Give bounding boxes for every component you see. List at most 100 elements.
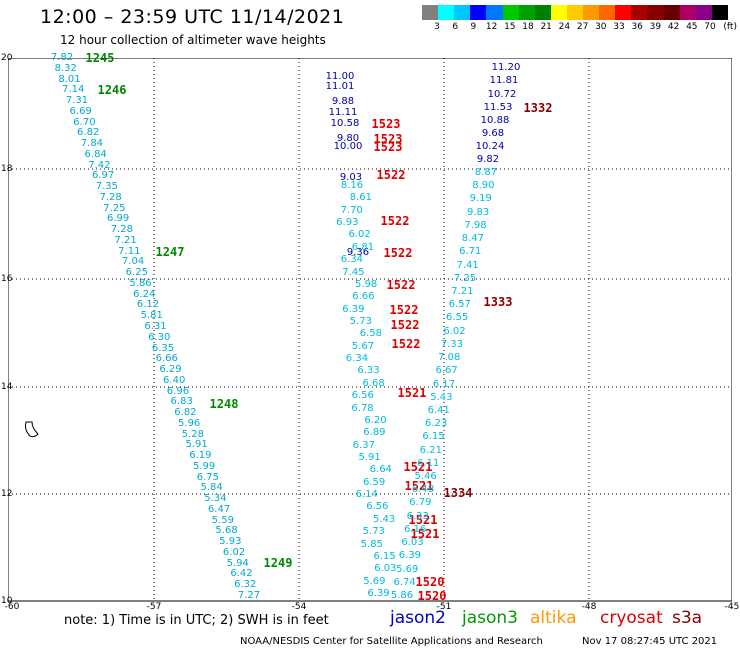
wave-height-value: 5.98 xyxy=(355,278,378,290)
color-swatch xyxy=(454,5,471,20)
wave-height-value: 11.81 xyxy=(489,75,519,86)
latitude-label: 20 xyxy=(1,53,13,63)
wave-height-value: 6.55 xyxy=(445,312,469,324)
color-swatch xyxy=(679,5,697,20)
wave-height-value: 5.67 xyxy=(351,340,375,352)
wave-height-value: 5.85 xyxy=(360,538,383,550)
wave-height-value: 6.02 xyxy=(348,229,371,241)
color-scale-label: 30 xyxy=(595,22,607,32)
wave-height-value: 6.35 xyxy=(151,342,175,354)
pass-time-label: 1521 xyxy=(408,513,438,527)
wave-height-value: 6.12 xyxy=(136,299,160,311)
color-scale-label: 21 xyxy=(540,22,552,32)
wave-height-value: 6.69 xyxy=(69,105,92,117)
color-scale-label: 33 xyxy=(613,22,625,32)
color-swatch xyxy=(470,5,487,20)
color-swatch xyxy=(663,5,681,20)
wave-height-value: 7.21 xyxy=(114,234,137,246)
wave-height-value: 11.00 xyxy=(325,71,355,82)
legend-jason2: jason2 xyxy=(390,608,446,628)
wave-height-value: 5.96 xyxy=(178,417,201,429)
color-swatch xyxy=(486,5,503,20)
footer-note: note: 1) Time is in UTC; 2) SWH is in fe… xyxy=(64,613,329,628)
wave-height-value: 5.86 xyxy=(129,277,152,289)
wave-height-value: 7.33 xyxy=(440,338,464,350)
color-swatch xyxy=(615,5,632,20)
wave-height-value: 6.42 xyxy=(230,568,253,580)
wave-height-value: 9.36 xyxy=(346,247,370,258)
pass-time-label: 1248 xyxy=(209,397,239,411)
wave-height-value: 6.83 xyxy=(170,396,193,408)
wave-height-value: 7.04 xyxy=(121,256,145,268)
wave-height-value: 6.16 xyxy=(403,523,427,535)
wave-height-value: 6.84 xyxy=(84,148,107,160)
pass-time-label: 1522 xyxy=(376,168,406,182)
wave-height-value: 6.02 xyxy=(443,325,466,337)
wave-height-value: 6.03 xyxy=(401,537,424,549)
wave-height-value: 6.70 xyxy=(73,116,96,128)
wave-height-value: 7.42 xyxy=(88,159,111,171)
wave-height-value: 6.03 xyxy=(374,563,397,575)
wave-height-value: 6.31 xyxy=(144,321,167,332)
credit-text: NOAA/NESDIS Center for Satellite Applica… xyxy=(240,636,543,647)
longitude-label: -45 xyxy=(724,602,740,612)
wave-height-value: 6.39 xyxy=(342,303,365,315)
wave-height-value: 7.84 xyxy=(80,138,104,150)
wave-height-value: 6.93 xyxy=(336,217,359,229)
color-scale-label: 36 xyxy=(631,22,643,32)
pass-time-label: 1523 xyxy=(371,117,401,131)
wave-height-value: 8.16 xyxy=(340,180,364,191)
wave-height-value: 6.58 xyxy=(359,328,383,340)
wave-height-value: 11.53 xyxy=(483,102,513,113)
island-outline xyxy=(25,421,39,438)
pass-time-label: 1520 xyxy=(417,589,447,603)
pass-time-label: 1521 xyxy=(397,386,427,400)
wave-height-value: 9.03 xyxy=(339,172,363,183)
pass-time-label: 1522 xyxy=(391,337,421,351)
wave-height-value: 7.21 xyxy=(451,285,474,297)
color-scale-label: 45 xyxy=(686,22,698,32)
pass-time-label: 1522 xyxy=(386,278,416,292)
map-plot-area xyxy=(8,58,732,602)
generation-timestamp: Nov 17 08:27:45 UTC 2021 xyxy=(582,636,718,647)
pass-time-label: 1247 xyxy=(155,245,185,259)
wave-height-value: 5.84 xyxy=(200,482,223,494)
wave-height-value: 7.35 xyxy=(95,181,119,193)
color-scale-label: 18 xyxy=(522,22,534,32)
wave-height-value: 5.86 xyxy=(390,590,414,601)
wave-height-value: 6.23 xyxy=(424,418,448,430)
wave-height-value: 9.68 xyxy=(481,128,505,139)
longitude-label: -48 xyxy=(581,602,597,612)
wave-height-value: 7.41 xyxy=(456,259,479,271)
wave-height-value: 8.32 xyxy=(54,62,77,74)
color-scale-label: 27 xyxy=(576,22,589,32)
longitude-label: -54 xyxy=(291,602,307,612)
wave-height-value: 6.56 xyxy=(351,390,374,402)
wave-height-value: 8.90 xyxy=(472,180,495,192)
wave-height-value: 6.75 xyxy=(196,471,219,483)
color-swatch xyxy=(647,5,665,20)
wave-height-value: 7.31 xyxy=(65,95,89,107)
wave-height-value: 7.27 xyxy=(237,590,261,601)
pass-time-label: 1523 xyxy=(373,132,403,146)
plot-frame xyxy=(8,58,732,602)
pass-time-label: 1522 xyxy=(383,246,413,260)
color-scale-label: 15 xyxy=(504,22,516,32)
wave-height-value: 6.89 xyxy=(363,427,386,439)
legend-altika: altika xyxy=(530,608,577,628)
wave-height-value: 6.02 xyxy=(222,546,246,558)
wave-height-value: 9.80 xyxy=(336,133,360,144)
wave-height-value: 6.30 xyxy=(148,331,171,343)
wave-height-value: 9.83 xyxy=(466,206,490,218)
wave-height-value: 7.11 xyxy=(118,245,141,257)
pass-time-label: 1522 xyxy=(389,303,419,317)
color-scale-label: 6 xyxy=(452,22,459,32)
wave-height-value: 6.15 xyxy=(373,550,396,562)
color-swatch xyxy=(422,5,439,20)
color-swatch xyxy=(438,5,455,20)
color-swatch xyxy=(599,5,616,20)
wave-height-value: 6.57 xyxy=(448,299,471,311)
color-scale-label: 39 xyxy=(649,22,662,32)
wave-height-value: 11.11 xyxy=(328,107,358,118)
wave-height-value: 7.25 xyxy=(103,202,126,214)
